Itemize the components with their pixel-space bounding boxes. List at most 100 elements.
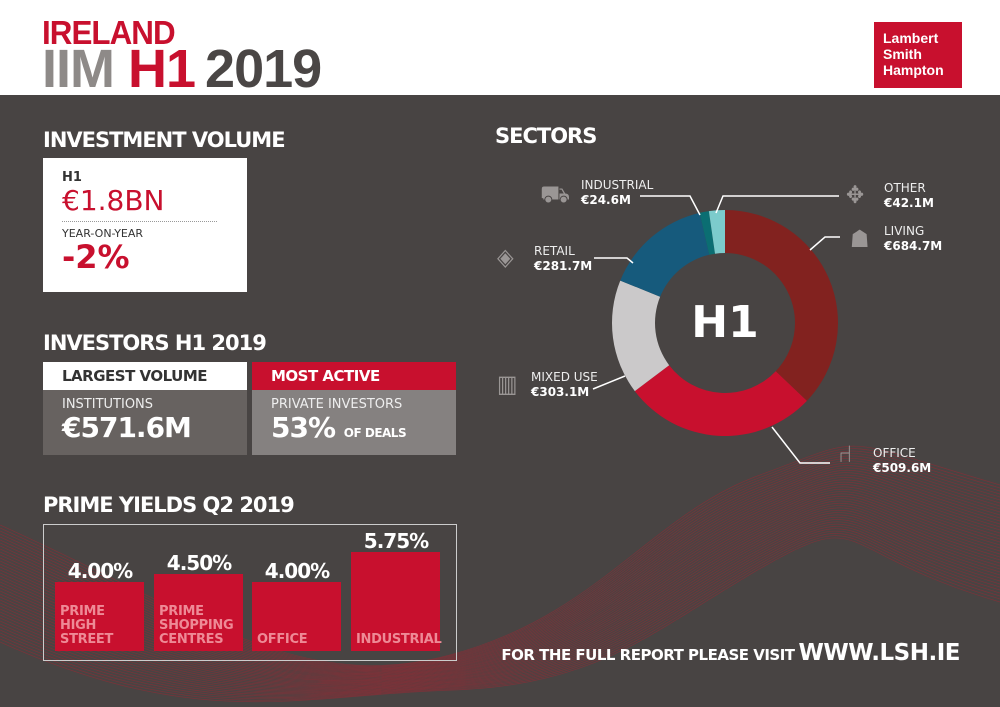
wave-line xyxy=(0,495,1000,683)
investors-title: INVESTORS H1 2019 xyxy=(43,331,267,355)
yield-value: 4.50% xyxy=(166,550,232,575)
logo-line: Smith xyxy=(883,46,922,62)
buildings-icon: ▥ xyxy=(497,370,518,398)
investor-type: PRIVATE INVESTORS xyxy=(271,397,403,412)
wave-line xyxy=(0,500,1000,685)
wave-line xyxy=(0,472,1000,675)
office-chair-icon: ⑁ xyxy=(838,440,853,468)
website-link[interactable]: WWW.LSH.IE xyxy=(798,640,961,666)
investor-value: €571.6M xyxy=(62,411,192,444)
wave-line xyxy=(0,477,1000,676)
wave-line xyxy=(0,498,1000,684)
donut-slice-living xyxy=(725,210,838,401)
leader-line xyxy=(640,195,701,216)
sector-name: OTHER xyxy=(884,181,926,195)
wave-line xyxy=(0,526,1000,696)
wave-line xyxy=(0,493,1000,682)
most-active-header: MOST ACTIVE xyxy=(252,362,456,390)
largest-volume-body: INSTITUTIONS €571.6M xyxy=(43,390,247,455)
donut-slice-mixed-use xyxy=(612,280,670,392)
wave-line xyxy=(0,535,1000,701)
leader-line xyxy=(594,257,634,264)
wave-line xyxy=(0,537,1000,703)
investor-type: INSTITUTIONS xyxy=(62,397,154,412)
sector-value: €509.6M xyxy=(873,461,932,475)
title-ireland: IRELAND xyxy=(42,14,176,51)
yield-value: 4.00% xyxy=(264,559,330,584)
leader-line xyxy=(771,426,830,464)
wave-line xyxy=(0,532,1000,700)
sector-label: LIVING €684.7M xyxy=(884,224,942,254)
yield-value: 5.75% xyxy=(363,529,429,554)
wave-line xyxy=(0,507,1000,687)
wave-line xyxy=(0,530,1000,698)
yield-value: 4.00% xyxy=(67,559,133,584)
yield-label: PRIME SHOPPING CENTRES xyxy=(159,604,234,647)
donut-slice-other xyxy=(708,210,725,254)
wave-line xyxy=(0,512,1000,689)
sector-name: LIVING xyxy=(884,224,925,238)
footer-cta: FOR THE FULL REPORT PLEASE VISIT WWW.LSH.… xyxy=(501,640,960,666)
leader-line xyxy=(592,375,626,390)
donut-slice-retail xyxy=(620,212,710,297)
sector-name: INDUSTRIAL xyxy=(581,178,654,192)
wave-line xyxy=(0,474,1000,676)
divider xyxy=(62,221,217,222)
direction-arrows-icon: ✥ xyxy=(846,181,865,209)
prime-yields-chart xyxy=(43,524,457,661)
footer-text: FOR THE FULL REPORT PLEASE VISIT xyxy=(501,646,795,664)
most-active-body: PRIVATE INVESTORS 53% OF DEALS xyxy=(252,390,456,455)
wave-line xyxy=(0,505,1000,686)
house-person-icon: ☗ xyxy=(850,225,870,253)
sector-value: €684.7M xyxy=(884,239,943,253)
forklift-icon: ⛟ xyxy=(540,180,571,208)
yield-bar xyxy=(55,582,144,651)
deal-suffix: OF DEALS xyxy=(343,426,407,440)
yield-label: INDUSTRIAL xyxy=(356,632,442,647)
wave-line xyxy=(0,521,1000,693)
wave-line xyxy=(0,502,1000,685)
sector-value: €24.6M xyxy=(581,193,631,207)
wave-line xyxy=(0,523,1000,695)
logo-line: Lambert xyxy=(883,30,939,46)
price-tag-icon: ◈ xyxy=(497,243,514,271)
title-iim: IIM xyxy=(42,39,115,99)
wave-line xyxy=(0,528,1000,697)
period-label: H1 xyxy=(62,170,82,185)
sector-value: €303.1M xyxy=(531,385,590,399)
sector-value: €281.7M xyxy=(534,259,593,273)
wave-line xyxy=(0,479,1000,677)
title-h1: H1 xyxy=(128,39,196,99)
sector-name: MIXED USE xyxy=(531,370,598,384)
investor-value: 53% OF DEALS xyxy=(271,412,456,444)
wave-line xyxy=(0,486,1000,680)
sector-label: INDUSTRIAL €24.6M xyxy=(581,178,653,208)
largest-volume-card: LARGEST VOLUME INSTITUTIONS €571.6M xyxy=(43,362,247,455)
donut-center-label: H1 xyxy=(691,297,759,348)
sector-value: €42.1M xyxy=(884,196,934,210)
sectors-title: SECTORS xyxy=(495,124,597,148)
yield-bar xyxy=(351,552,440,651)
wave-pattern xyxy=(0,445,1000,703)
sector-label: OFFICE €509.6M xyxy=(873,446,931,476)
leader-line xyxy=(715,195,839,214)
investment-volume-card: H1 €1.8BN YEAR-ON-YEAR -2% xyxy=(43,158,247,292)
logo-line: Hampton xyxy=(883,62,944,78)
wave-line xyxy=(0,514,1000,690)
yield-label: PRIME HIGH STREET xyxy=(60,604,114,647)
wave-line xyxy=(0,481,1000,678)
donut-slice-industrial xyxy=(699,211,716,255)
wave-line xyxy=(0,509,1000,688)
investment-volume-title: INVESTMENT VOLUME xyxy=(43,128,286,152)
title-year: 2019 xyxy=(205,39,322,99)
wave-line xyxy=(0,491,1000,681)
largest-volume-header: LARGEST VOLUME xyxy=(43,362,247,390)
deal-percent: 53% xyxy=(271,411,336,444)
sector-label: RETAIL €281.7M xyxy=(534,244,592,274)
volume-value: €1.8BN xyxy=(62,184,165,217)
sector-label: OTHER €42.1M xyxy=(884,181,934,211)
most-active-card: MOST ACTIVE PRIVATE INVESTORS 53% OF DEA… xyxy=(252,362,456,455)
prime-yields-title: PRIME YIELDS Q2 2019 xyxy=(43,493,295,517)
yield-bar xyxy=(252,582,341,651)
wave-line xyxy=(0,488,1000,680)
